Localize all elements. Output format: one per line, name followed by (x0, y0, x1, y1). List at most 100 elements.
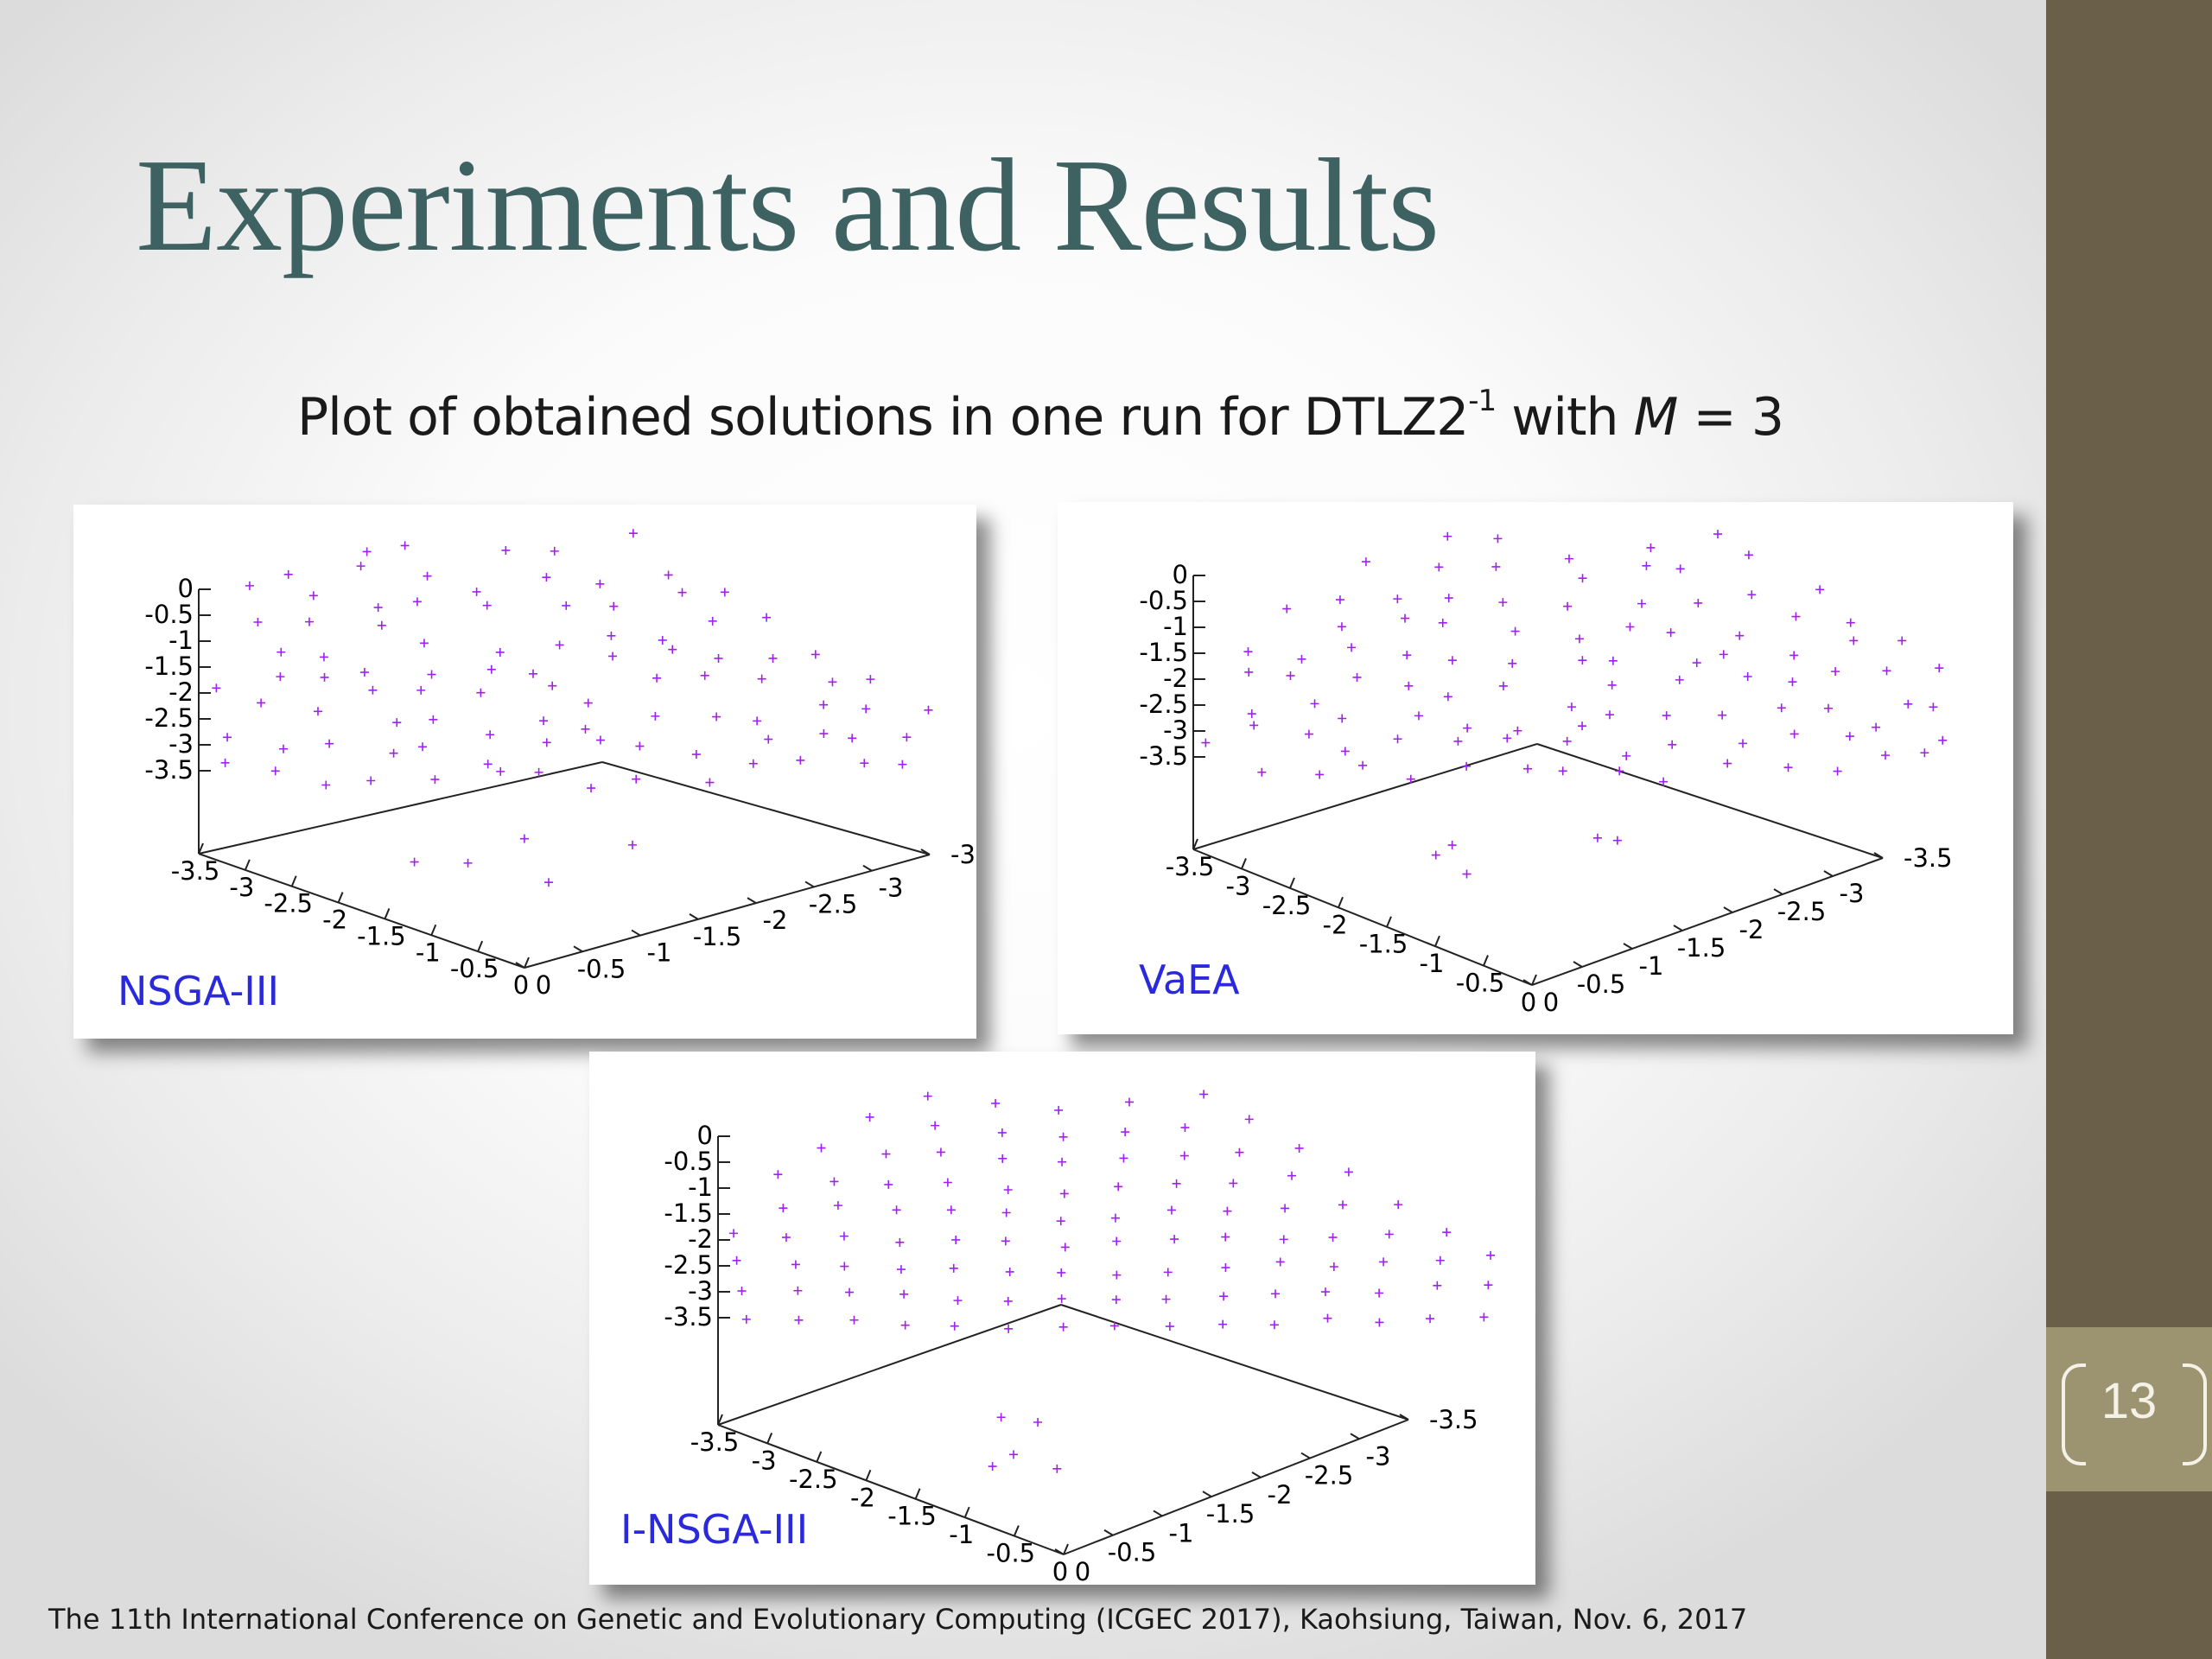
data-point (362, 547, 372, 556)
data-point (892, 1205, 901, 1215)
data-point (1056, 1217, 1065, 1226)
data-point (794, 1315, 804, 1325)
y-tick-label: -2 (1268, 1480, 1293, 1510)
x-tick (244, 859, 251, 871)
data-point (635, 741, 645, 751)
x-tick (384, 908, 391, 919)
data-point (764, 734, 773, 744)
data-point (542, 738, 551, 747)
data-point (1323, 1313, 1332, 1323)
back-axis-line (198, 761, 603, 855)
x-tick-label: -3 (752, 1446, 777, 1475)
data-point (1503, 734, 1512, 743)
data-point (1523, 764, 1533, 773)
data-point (1219, 1292, 1229, 1301)
data-point (1218, 1319, 1228, 1329)
data-point (1562, 736, 1572, 746)
plot-label: VaEA (1139, 957, 1240, 1003)
data-point (1783, 763, 1793, 772)
x-tick-label: -3 (229, 873, 254, 902)
data-point (1393, 594, 1402, 604)
data-point (1662, 711, 1671, 721)
data-point (1447, 841, 1457, 850)
y-tick (1300, 1452, 1311, 1459)
x-tick (1386, 916, 1392, 928)
data-point (705, 778, 715, 787)
y-tick (1823, 870, 1834, 877)
data-point (373, 603, 383, 613)
x-tick (1338, 896, 1344, 908)
data-point (951, 1235, 961, 1244)
data-point (819, 700, 829, 709)
data-point (1845, 732, 1854, 741)
z-tick-label: -3 (168, 729, 194, 759)
data-point (1110, 1213, 1120, 1223)
data-point (356, 562, 365, 571)
data-point (1058, 1157, 1067, 1166)
data-point (1344, 1167, 1353, 1177)
data-point (712, 712, 721, 721)
y-tick (1153, 1510, 1163, 1517)
data-point (1479, 1313, 1489, 1322)
data-point (609, 601, 619, 611)
data-point (1404, 681, 1414, 690)
data-point (270, 766, 280, 776)
footer-text: The 11th International Conference on Gen… (48, 1603, 1748, 1636)
y-tick-label: -1 (1639, 951, 1664, 981)
data-point (423, 571, 432, 581)
x-tick-label: -3.5 (690, 1427, 740, 1457)
data-point (732, 1255, 741, 1265)
y-tick (1103, 1529, 1114, 1536)
data-point (791, 1260, 800, 1269)
data-point (996, 1413, 1006, 1422)
y-tick (1673, 925, 1683, 931)
data-point (1279, 1235, 1288, 1244)
data-point (416, 685, 426, 695)
data-point (1223, 1206, 1232, 1216)
plot-nsga3: 0-0.5-1-1.5-2-2.5-3-3.5-3.5-3-2.5-2-1.5-… (144, 529, 976, 1000)
z-tick-label: -2 (1163, 664, 1188, 693)
plot-panel-nsga3: 0 -0.5 -1 -1.5 -2 -2.5 -3 -3.5 -3.5 -3 -2.5 -2 -1.5-… (73, 505, 976, 1039)
data-point (313, 707, 322, 716)
y-tick (920, 849, 931, 855)
data-point (1615, 766, 1624, 776)
data-point (1622, 751, 1631, 760)
data-point (389, 748, 398, 758)
data-point (1059, 1189, 1069, 1198)
x-tick (198, 842, 204, 855)
data-point (1057, 1294, 1066, 1304)
data-point (781, 1233, 791, 1243)
z-tick-label: -2.5 (664, 1250, 713, 1280)
data-point (753, 716, 762, 726)
plot-panel-insga3: 0 -0.5 -1 -1.5 -2 -2.5 -3 -3.5 -3.5 -3 -2.5 -2 -1.5-… (589, 1052, 1535, 1585)
data-point (212, 683, 221, 693)
data-point (1033, 1418, 1043, 1427)
data-point (1199, 1090, 1209, 1099)
x-tick-label: -3 (1226, 871, 1251, 900)
x-tick (963, 1506, 970, 1518)
x-tick (1192, 838, 1198, 850)
data-point (321, 780, 331, 790)
y-tick-label: -1.5 (1206, 1499, 1255, 1529)
data-point (1375, 1288, 1384, 1298)
data-point (1009, 1450, 1019, 1459)
y-tick-label: -2.5 (1777, 897, 1827, 926)
data-point (1659, 777, 1669, 786)
z-tick-label: 0 (1173, 560, 1188, 589)
data-point (1287, 1171, 1297, 1180)
data-point (1109, 1321, 1119, 1331)
data-point (1574, 634, 1584, 644)
x-tick-label: -1.5 (887, 1502, 937, 1531)
y-tick (1773, 888, 1783, 895)
data-point (708, 616, 717, 626)
data-point (1444, 594, 1453, 603)
front-right-axis-line (524, 854, 931, 969)
x-tick-label: -0.5 (1456, 969, 1505, 998)
data-point (896, 1265, 906, 1274)
data-point (1003, 1185, 1013, 1195)
data-point (555, 640, 564, 650)
x-tick (1434, 935, 1440, 947)
y-tick (747, 897, 757, 905)
data-point (1401, 613, 1410, 623)
data-point (1625, 622, 1635, 632)
